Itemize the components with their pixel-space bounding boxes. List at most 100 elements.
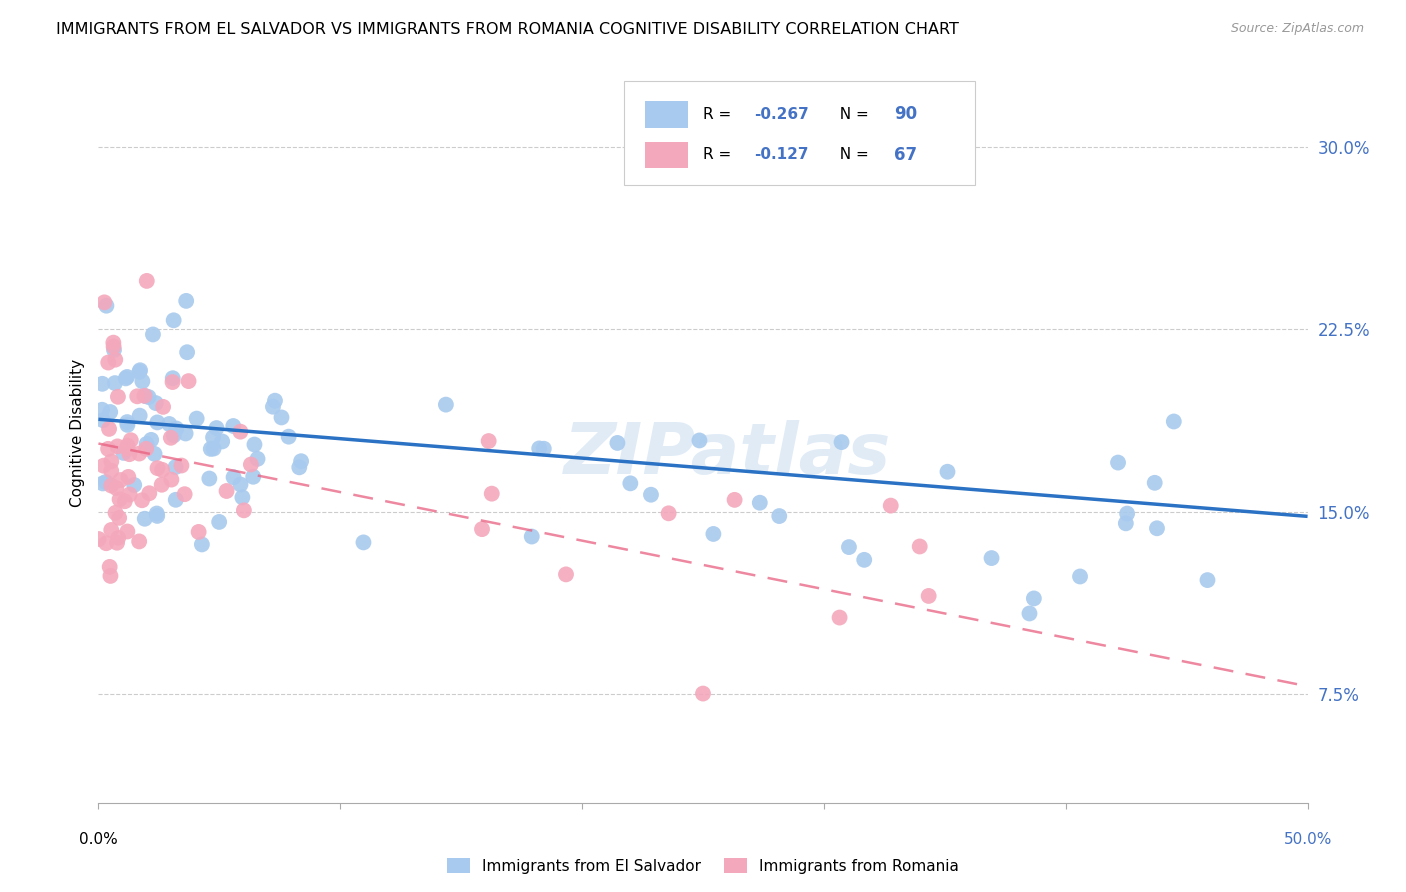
Point bbox=[170, 458, 193, 473]
Point bbox=[288, 460, 311, 475]
Point bbox=[163, 313, 186, 327]
Point bbox=[768, 509, 790, 524]
Point bbox=[1115, 516, 1137, 531]
Point bbox=[143, 447, 166, 461]
Point bbox=[128, 446, 150, 460]
Point bbox=[91, 376, 114, 391]
Point bbox=[748, 496, 770, 510]
Point bbox=[232, 503, 254, 517]
Text: -0.267: -0.267 bbox=[754, 107, 808, 122]
Text: IMMIGRANTS FROM EL SALVADOR VS IMMIGRANTS FROM ROMANIA COGNITIVE DISABILITY CORR: IMMIGRANTS FROM EL SALVADOR VS IMMIGRANT… bbox=[56, 22, 959, 37]
Point bbox=[128, 409, 150, 423]
Text: 0.0%: 0.0% bbox=[79, 832, 118, 847]
Point bbox=[103, 335, 125, 350]
Point bbox=[231, 491, 253, 505]
Point bbox=[533, 442, 555, 456]
Point bbox=[242, 469, 264, 483]
Text: N =: N = bbox=[830, 107, 873, 122]
Point bbox=[246, 451, 269, 466]
Point bbox=[134, 512, 156, 526]
Text: R =: R = bbox=[703, 107, 737, 122]
Point bbox=[134, 389, 156, 403]
Point bbox=[908, 540, 931, 554]
Point bbox=[117, 524, 139, 539]
Point bbox=[100, 523, 122, 537]
Point bbox=[145, 396, 167, 410]
Point bbox=[117, 417, 139, 432]
Point bbox=[114, 371, 136, 385]
Point bbox=[723, 492, 745, 507]
Point bbox=[202, 430, 225, 444]
Point bbox=[91, 413, 114, 427]
Point bbox=[174, 293, 197, 308]
Point bbox=[135, 442, 157, 456]
Point bbox=[150, 477, 173, 491]
Point bbox=[93, 458, 115, 473]
Point bbox=[177, 374, 200, 388]
Point bbox=[1022, 591, 1045, 606]
Point bbox=[160, 431, 183, 445]
Point bbox=[520, 530, 543, 544]
Point bbox=[353, 535, 375, 549]
Point bbox=[1146, 521, 1168, 535]
Point bbox=[150, 463, 173, 477]
Point bbox=[145, 507, 167, 521]
Point bbox=[107, 390, 129, 404]
Point bbox=[122, 478, 145, 492]
Text: 67: 67 bbox=[894, 146, 917, 164]
Point bbox=[1143, 475, 1166, 490]
Point bbox=[1107, 456, 1129, 470]
Text: 50.0%: 50.0% bbox=[1284, 832, 1331, 847]
Point bbox=[434, 398, 457, 412]
Point bbox=[118, 487, 141, 501]
Point bbox=[936, 465, 959, 479]
Point bbox=[118, 447, 141, 461]
Point bbox=[162, 375, 184, 389]
Point bbox=[555, 567, 578, 582]
Point bbox=[97, 355, 120, 369]
Point bbox=[640, 488, 662, 502]
Point bbox=[606, 436, 628, 450]
Point bbox=[838, 540, 860, 554]
Point bbox=[208, 515, 231, 529]
Point bbox=[112, 446, 135, 460]
Point bbox=[1163, 415, 1185, 429]
Point bbox=[205, 421, 228, 435]
Point bbox=[96, 299, 118, 313]
Point bbox=[478, 434, 501, 448]
Point bbox=[104, 506, 127, 520]
Text: -0.127: -0.127 bbox=[754, 147, 808, 162]
Point bbox=[880, 499, 903, 513]
Point bbox=[100, 478, 122, 492]
Point bbox=[127, 389, 149, 403]
FancyBboxPatch shape bbox=[624, 81, 976, 185]
Point bbox=[980, 551, 1002, 566]
Point bbox=[619, 476, 641, 491]
Text: R =: R = bbox=[703, 147, 737, 162]
Point bbox=[191, 537, 214, 551]
Point bbox=[103, 343, 125, 357]
Point bbox=[262, 400, 284, 414]
Y-axis label: Cognitive Disability: Cognitive Disability bbox=[69, 359, 84, 507]
Point bbox=[529, 442, 551, 456]
Point bbox=[239, 458, 262, 472]
Point bbox=[114, 494, 136, 508]
Point bbox=[131, 493, 153, 508]
Text: 90: 90 bbox=[894, 105, 917, 123]
Point bbox=[165, 492, 187, 507]
Point bbox=[157, 417, 180, 431]
Point bbox=[152, 400, 174, 414]
Point bbox=[146, 508, 169, 523]
Point bbox=[831, 435, 853, 450]
Point bbox=[229, 425, 252, 439]
Point bbox=[1069, 569, 1091, 583]
Point bbox=[110, 473, 132, 487]
Point bbox=[100, 464, 122, 478]
Point bbox=[186, 411, 208, 425]
Point bbox=[93, 295, 115, 310]
Point bbox=[202, 442, 225, 456]
Point bbox=[91, 476, 114, 491]
Point bbox=[176, 345, 198, 359]
Point bbox=[1197, 573, 1219, 587]
Point bbox=[270, 410, 292, 425]
